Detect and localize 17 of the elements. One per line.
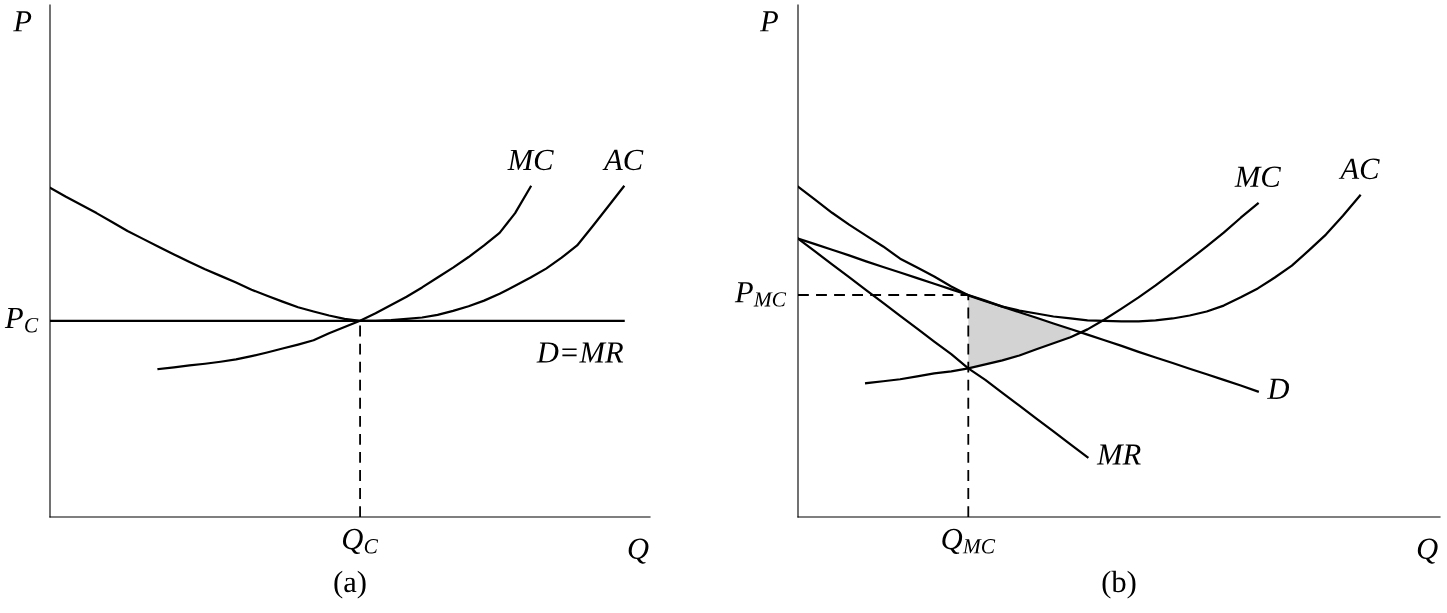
y-axis-title: P — [13, 11, 32, 32]
text: Q$_{MC}$ — [942, 528, 996, 555]
series-label: MC — [507, 149, 554, 171]
ref-line-label: P$_{MC}$ — [734, 282, 787, 307]
series-label: MR — [1096, 444, 1141, 465]
series-label: MC — [1234, 166, 1281, 188]
x-axis-title: Q — [628, 538, 649, 564]
x-axis-title: Q — [1417, 538, 1438, 564]
y-axis-title: P — [759, 11, 778, 32]
text: (a) — [334, 570, 366, 599]
text: P$_{C}$ — [4, 307, 39, 333]
series-label: D — [1267, 378, 1290, 399]
series-label: D=MR — [536, 342, 624, 363]
text: (b) — [1102, 570, 1136, 599]
series-label: AC — [1338, 158, 1380, 180]
series-label: AC — [602, 149, 644, 171]
text: Q$_{C}$ — [342, 528, 379, 555]
